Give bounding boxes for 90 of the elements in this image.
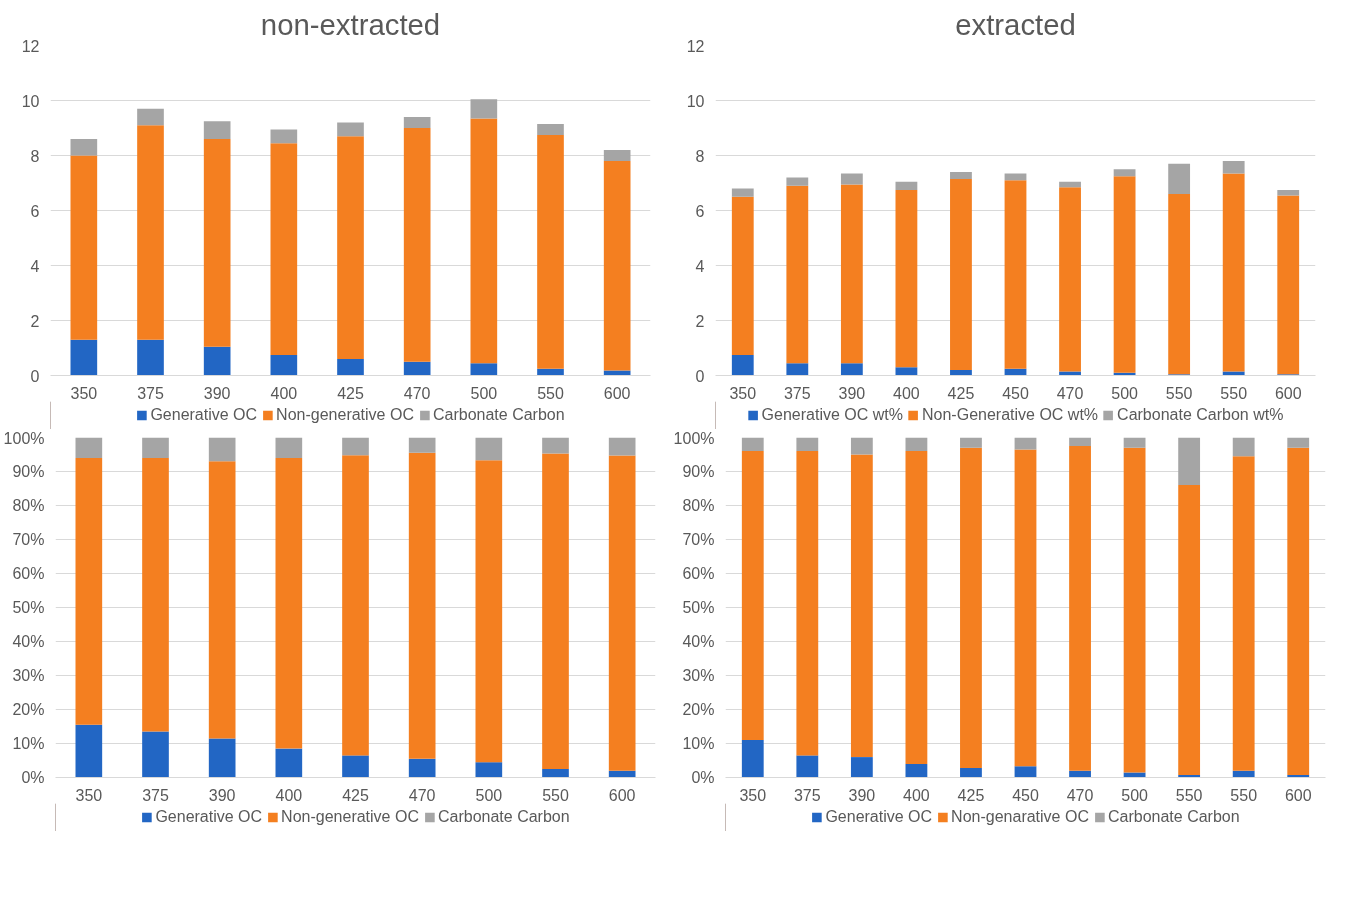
x-tick-label: 400 <box>275 786 303 804</box>
x-tick-label: 375 <box>137 384 164 402</box>
x-tick-label: 470 <box>1056 384 1084 402</box>
x-tick-label: 390 <box>203 384 231 402</box>
legend-label: Generative OC wt% <box>761 406 904 424</box>
y-tick-label: 12 <box>686 37 705 55</box>
x-tick-label: 400 <box>893 384 920 402</box>
x-tick-label: 450 <box>1012 786 1039 804</box>
x-tick-label: 470 <box>403 384 431 402</box>
y-tick-label: 40% <box>12 633 45 650</box>
y-tick-label: 8 <box>695 147 705 165</box>
y-tick-label: 50% <box>682 599 715 616</box>
x-tick-label: 450 <box>1002 384 1029 402</box>
legend-label: Non-generative OC <box>276 406 414 424</box>
y-tick-label: 60% <box>12 565 45 582</box>
x-tick-label: 550 <box>1230 786 1258 804</box>
x-tick-label: 375 <box>783 384 811 402</box>
y-tick-label: 0 <box>30 367 40 385</box>
x-tick-label: 390 <box>838 384 866 402</box>
y-tick-label: 20% <box>12 701 45 718</box>
y-tick-label: 10% <box>682 735 715 752</box>
y-tick-label: 0 <box>695 367 705 385</box>
y-tick-label: 0% <box>21 769 45 786</box>
y-tick-label: 70% <box>682 531 715 548</box>
y-tick-label: 90% <box>12 463 45 480</box>
y-tick-label: 30% <box>12 667 45 684</box>
y-tick-label: 20% <box>682 701 715 718</box>
x-tick-label: 425 <box>342 786 369 804</box>
x-tick-label: 600 <box>1274 384 1302 402</box>
x-tick-label: 500 <box>470 384 498 402</box>
x-tick-label: 400 <box>270 384 298 402</box>
x-tick-label: 390 <box>848 786 876 804</box>
legend-label: Generative OC <box>150 406 258 424</box>
x-tick-label: 375 <box>793 786 821 804</box>
x-tick-label: 350 <box>70 384 98 402</box>
y-tick-label: 4 <box>695 257 705 275</box>
legend-label: Non-genarative OC <box>951 808 1089 826</box>
y-tick-label: 90% <box>682 463 715 480</box>
x-tick-label: 425 <box>947 384 975 402</box>
x-tick-label: 550 <box>537 384 564 402</box>
x-tick-label: 600 <box>608 786 636 804</box>
x-tick-label: 350 <box>729 384 757 402</box>
x-tick-label: 425 <box>957 786 985 804</box>
y-tick-label: 100% <box>3 429 45 447</box>
x-tick-label: 470 <box>408 786 436 804</box>
x-tick-label: 350 <box>739 786 767 804</box>
x-tick-label: 550 <box>1165 384 1193 402</box>
y-tick-label: 100% <box>673 429 715 447</box>
y-tick-label: 70% <box>12 531 45 548</box>
legend-label: Generative OC <box>825 808 933 826</box>
y-tick-label: 40% <box>682 633 715 650</box>
legend-label: Carbonate Carbon wt% <box>1117 406 1284 424</box>
y-tick-label: 4 <box>30 257 40 275</box>
x-tick-label: 500 <box>1111 384 1139 402</box>
y-tick-label: 50% <box>12 599 45 616</box>
chart-title: non-extracted <box>260 7 441 41</box>
y-tick-label: 8 <box>30 147 40 165</box>
legend-label: Carbonate Carbon <box>437 808 570 826</box>
y-tick-label: 10 <box>21 92 40 110</box>
x-tick-label: 400 <box>903 786 930 804</box>
y-tick-label: 2 <box>30 312 40 330</box>
x-tick-label: 375 <box>142 786 169 804</box>
y-tick-label: 2 <box>695 312 705 330</box>
legend-label: Generative OC <box>155 808 263 826</box>
x-tick-label: 550 <box>1175 786 1203 804</box>
legend-label: Carbonate Carbon <box>432 406 565 424</box>
chart-title: extracted <box>955 7 1076 41</box>
x-tick-label: 500 <box>1121 786 1149 804</box>
legend-label: Non-generative OC <box>281 808 419 826</box>
y-tick-label: 80% <box>682 497 715 514</box>
legend-label: Carbonate Carbon <box>1107 808 1240 826</box>
x-tick-label: 500 <box>475 786 503 804</box>
x-tick-label: 600 <box>1284 786 1312 804</box>
y-tick-label: 6 <box>30 202 40 220</box>
y-tick-label: 12 <box>21 37 40 55</box>
y-tick-label: 30% <box>682 667 715 684</box>
x-tick-label: 550 <box>1220 384 1248 402</box>
y-tick-label: 0% <box>691 769 715 786</box>
y-tick-label: 10 <box>686 92 705 110</box>
x-tick-label: 390 <box>208 786 236 804</box>
y-tick-label: 10% <box>12 735 45 752</box>
x-tick-label: 470 <box>1066 786 1094 804</box>
x-tick-label: 425 <box>337 384 364 402</box>
y-tick-label: 80% <box>12 497 45 514</box>
x-tick-label: 600 <box>603 384 631 402</box>
legend-label: Non-Generative OC wt% <box>922 406 1099 424</box>
x-tick-label: 550 <box>542 786 569 804</box>
y-tick-label: 6 <box>695 202 705 220</box>
x-tick-label: 350 <box>75 786 103 804</box>
y-tick-label: 60% <box>682 565 715 582</box>
